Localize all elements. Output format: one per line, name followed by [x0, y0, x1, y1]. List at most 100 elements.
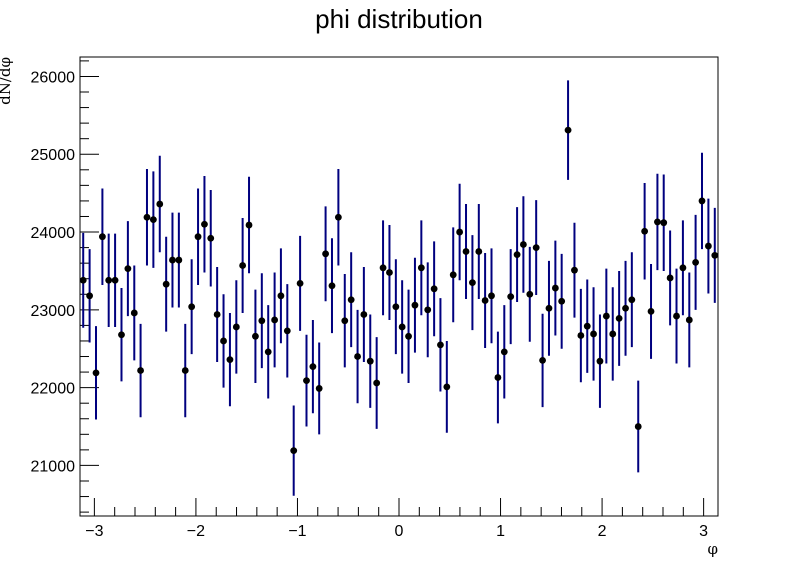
- data-point: [194, 233, 202, 241]
- data-point: [424, 306, 432, 314]
- data-point: [437, 341, 444, 349]
- data-point: [360, 311, 368, 318]
- y-axis: 21000 22000 23000 24000 25000 26000: [31, 60, 99, 513]
- data-point: [698, 197, 706, 205]
- data-point: [379, 264, 387, 272]
- data-point: [111, 276, 119, 284]
- data-point: [398, 323, 406, 331]
- data-point: [660, 219, 668, 227]
- data-point: [596, 357, 604, 365]
- data-point: [232, 323, 240, 331]
- data-point: [462, 248, 470, 255]
- data-point: [558, 297, 566, 305]
- data-point: [609, 330, 617, 338]
- data-point: [590, 330, 597, 338]
- data-point: [315, 385, 323, 392]
- data-point: [105, 276, 113, 284]
- x-tick-label: 2: [598, 523, 607, 540]
- data-point: [283, 327, 291, 335]
- data-point: [583, 322, 591, 330]
- data-point: [634, 423, 642, 430]
- error-bars: [82, 80, 716, 496]
- data-point: [181, 367, 189, 374]
- data-point: [207, 234, 215, 242]
- data-point: [692, 258, 700, 266]
- y-tick-label: 26000: [31, 69, 76, 86]
- data-point: [622, 304, 629, 312]
- data-point: [481, 297, 489, 304]
- data-point: [545, 304, 553, 312]
- data-point: [239, 262, 247, 269]
- data-point: [673, 312, 680, 320]
- data-point: [443, 383, 451, 391]
- data-points: [79, 126, 719, 455]
- data-point: [430, 285, 438, 293]
- x-axis: −3 −2 −1 0 1 2 3: [85, 498, 708, 540]
- data-point: [118, 331, 125, 339]
- x-axis-label: φ: [707, 540, 718, 558]
- data-point: [309, 363, 317, 371]
- y-tick-label: 25000: [31, 147, 76, 164]
- y-tick-label: 21000: [31, 458, 76, 475]
- data-point: [92, 369, 100, 377]
- y-axis-label: dN/dφ: [0, 57, 14, 105]
- data-point: [386, 269, 393, 276]
- data-point: [162, 280, 170, 288]
- data-point: [271, 316, 279, 324]
- data-point: [577, 332, 585, 339]
- data-point: [347, 296, 355, 304]
- data-point: [124, 265, 132, 273]
- data-point: [654, 218, 661, 226]
- data-point: [571, 266, 578, 274]
- data-point: [685, 316, 693, 324]
- chart-title: phi distribution: [315, 4, 483, 34]
- y-tick-label: 22000: [31, 381, 76, 398]
- data-point: [130, 309, 138, 317]
- data-point: [322, 250, 329, 258]
- data-point: [252, 332, 259, 340]
- data-point: [201, 220, 208, 228]
- data-point: [169, 256, 176, 264]
- data-point: [532, 244, 540, 252]
- data-point: [500, 348, 508, 356]
- x-tick-label: 3: [699, 523, 708, 540]
- data-point: [277, 292, 285, 300]
- data-point: [449, 271, 457, 279]
- data-point: [213, 311, 221, 318]
- data-point: [245, 221, 253, 229]
- data-point: [469, 279, 476, 287]
- data-point: [494, 374, 502, 381]
- y-tick-label: 24000: [31, 225, 76, 242]
- data-point: [79, 276, 87, 284]
- data-point: [456, 228, 464, 236]
- x-tick-label: −2: [187, 523, 205, 540]
- data-point: [290, 447, 298, 455]
- data-point: [411, 301, 419, 309]
- data-point: [143, 213, 151, 221]
- data-point: [513, 251, 521, 259]
- data-point: [188, 303, 196, 311]
- plot-frame: [79, 56, 719, 517]
- data-point: [666, 274, 674, 282]
- data-point: [679, 264, 687, 272]
- data-point: [392, 303, 400, 311]
- data-point: [602, 312, 610, 320]
- data-point: [641, 227, 649, 235]
- data-point: [86, 292, 94, 300]
- data-point: [551, 284, 559, 292]
- data-point: [405, 332, 412, 340]
- data-point: [526, 290, 534, 298]
- data-point: [373, 379, 381, 387]
- data-point: [366, 357, 374, 365]
- data-point: [175, 256, 183, 264]
- data-point: [156, 200, 164, 208]
- data-point: [539, 357, 546, 364]
- data-point: [220, 337, 227, 345]
- data-point: [334, 213, 342, 221]
- data-point: [711, 251, 719, 259]
- data-point: [328, 282, 336, 290]
- data-point: [98, 233, 106, 241]
- data-point: [137, 367, 144, 374]
- data-point: [615, 314, 623, 322]
- data-point: [647, 307, 655, 315]
